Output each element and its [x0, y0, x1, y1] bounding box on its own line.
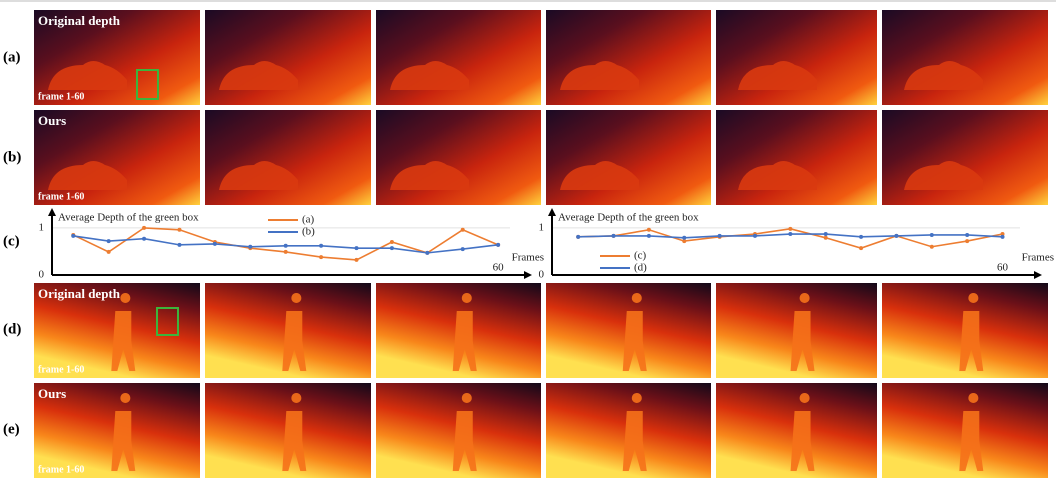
data-point [71, 234, 75, 238]
data-point [425, 251, 429, 255]
x-axis-arrow [1034, 271, 1042, 279]
y-tick-label: 1 [539, 221, 545, 233]
depth-image [882, 10, 1048, 105]
data-point [718, 234, 722, 238]
data-point [284, 244, 288, 248]
data-point [965, 239, 969, 243]
frame-range: frame 1-60 [38, 464, 84, 475]
series-line [578, 229, 1002, 248]
legend-label: (b) [302, 226, 315, 238]
data-point [647, 228, 651, 232]
x-axis-label: Frames [1022, 252, 1054, 264]
image-title: Original depth [38, 13, 121, 28]
data-point [248, 245, 252, 249]
frame-range: frame 1-60 [38, 91, 84, 102]
data-point [355, 246, 359, 250]
image-title: Ours [38, 113, 66, 128]
charts: 0 1 60 Average Depth of the green box Frames… [39, 208, 1055, 281]
data-point [682, 236, 686, 240]
data-point [177, 228, 181, 232]
data-point [1001, 235, 1005, 239]
data-point [496, 243, 500, 247]
data-point [390, 240, 394, 244]
data-point [930, 233, 934, 237]
data-point [859, 246, 863, 250]
data-point [894, 234, 898, 238]
frame-range: frame 1-60 [38, 191, 84, 202]
y-axis-arrow [48, 208, 56, 216]
data-point [319, 255, 323, 259]
row-label: (a) [3, 49, 21, 65]
data-point [142, 226, 146, 230]
figure: Original depth frame 1-60 Ours frame 1-60 Or… [0, 0, 1056, 478]
depth-image [546, 10, 711, 105]
data-point [461, 228, 465, 232]
data-point [355, 258, 359, 262]
row-label: (e) [3, 421, 20, 437]
data-point [859, 235, 863, 239]
data-point [177, 243, 181, 247]
data-point [824, 236, 828, 240]
image-title: Original depth [38, 286, 121, 301]
data-point [284, 250, 288, 254]
chart-title: Average Depth of the green box [58, 212, 199, 224]
data-point [213, 242, 217, 246]
depth-image [205, 110, 371, 205]
depth-image [882, 110, 1048, 205]
legend-label: (c) [634, 250, 647, 262]
legend-label: (d) [634, 262, 647, 274]
row-label: (d) [3, 321, 21, 337]
depth-image [376, 110, 541, 205]
row-label: (b) [3, 149, 21, 165]
data-point [461, 247, 465, 251]
data-point [142, 237, 146, 241]
depth-image [716, 10, 877, 105]
chart-title: Average Depth of the green box [558, 212, 699, 224]
data-point [390, 246, 394, 250]
y-tick-label: 0 [39, 269, 45, 281]
data-point [576, 235, 580, 239]
x-tick-label: 60 [493, 262, 505, 274]
data-point [788, 227, 792, 231]
y-tick-label: 0 [539, 269, 545, 281]
y-tick-label: 1 [39, 221, 45, 233]
depth-image [546, 110, 711, 205]
data-point [824, 232, 828, 236]
depth-image [205, 10, 371, 105]
row-label: (c) [3, 233, 20, 249]
depth-image [716, 110, 877, 205]
data-point [753, 234, 757, 238]
y-axis-arrow [548, 208, 556, 216]
frame-range: frame 1-60 [38, 364, 84, 375]
data-point [319, 244, 323, 248]
x-tick-label: 60 [997, 262, 1009, 274]
data-point [107, 239, 111, 243]
data-point [965, 233, 969, 237]
x-axis-arrow [524, 271, 532, 279]
data-point [930, 245, 934, 249]
data-point [788, 232, 792, 236]
data-point [612, 234, 616, 238]
legend-label: (a) [302, 214, 315, 226]
x-axis-label: Frames [512, 252, 544, 264]
data-point [647, 234, 651, 238]
data-point [107, 250, 111, 254]
depth-image [376, 10, 541, 105]
image-title: Ours [38, 386, 66, 401]
